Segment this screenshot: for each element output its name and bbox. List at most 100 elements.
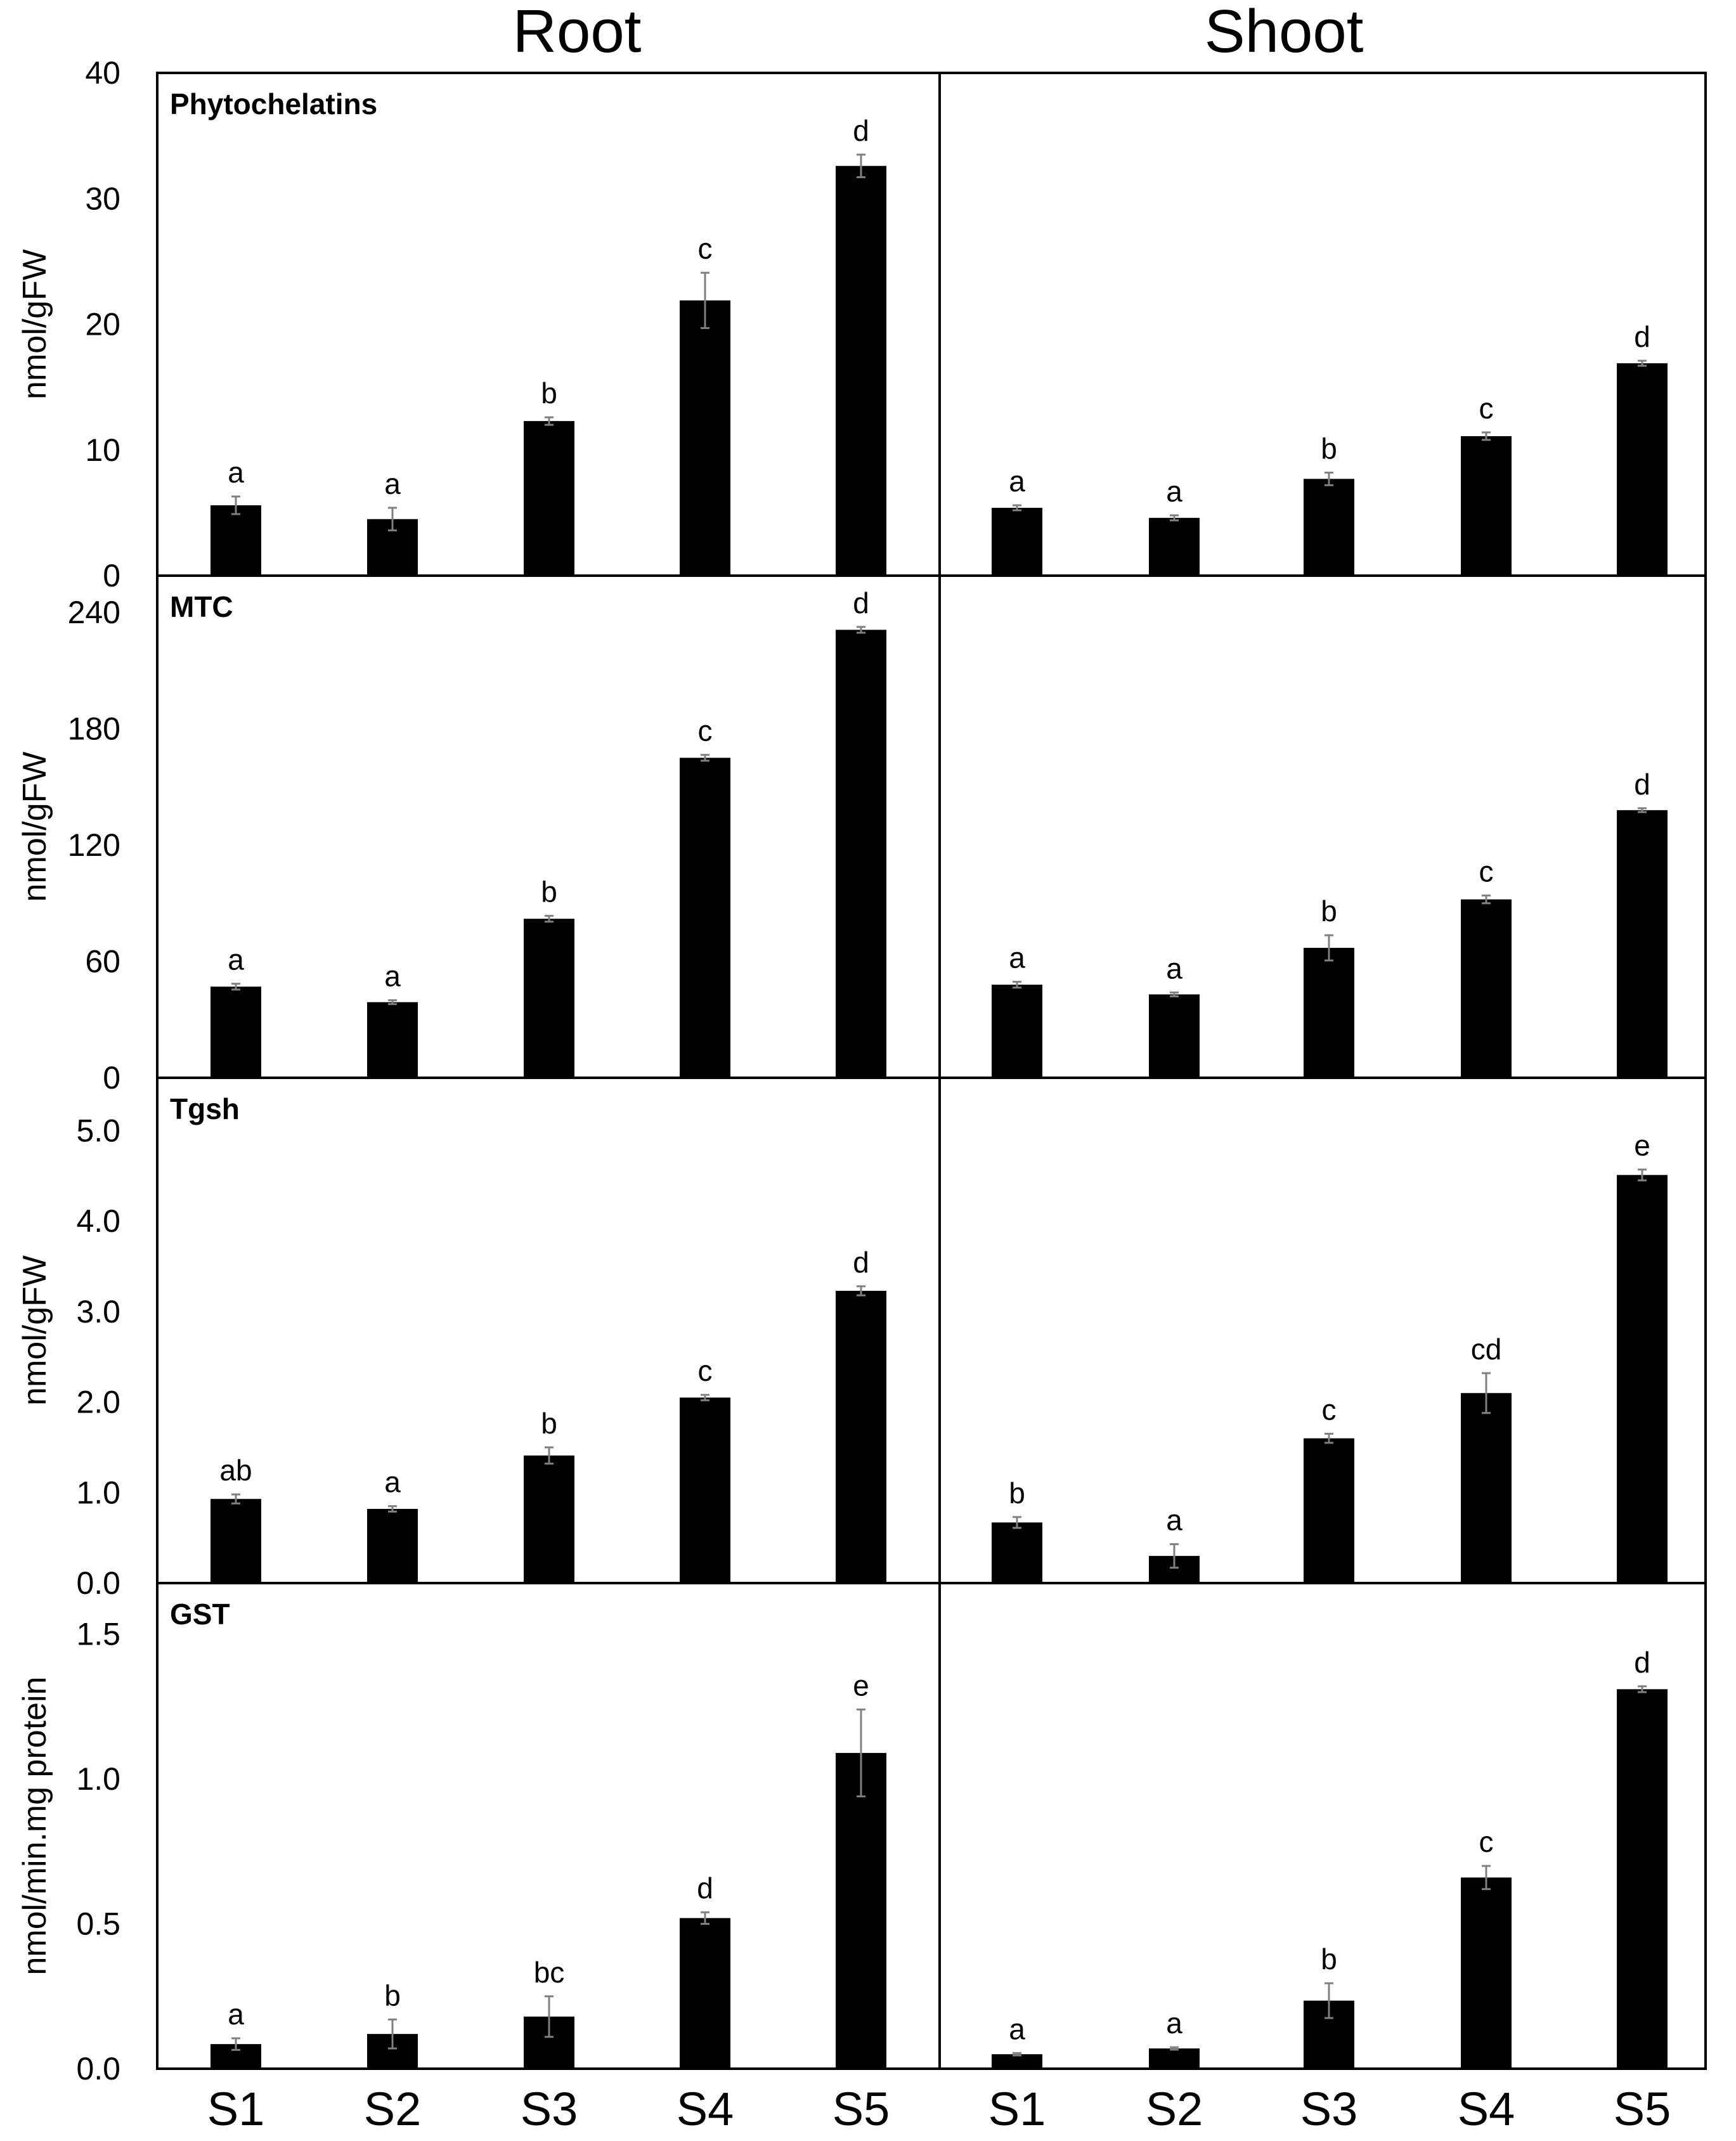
bar-s2 [1149, 517, 1200, 576]
bar-s2 [367, 1508, 418, 1583]
error-bar [1482, 431, 1491, 441]
significance-letter: c [1479, 1825, 1494, 1858]
bar-s1 [992, 985, 1042, 1078]
panel-gst-root: 0.0 0.5 1.0 1.5 nmol/min.mg protein GST a b bc d e [16, 1582, 941, 2086]
bar-s5 [836, 1290, 886, 1583]
y-axis-label: nmol/gFW [16, 1255, 53, 1406]
error-bar [388, 1505, 397, 1513]
significance-letter: a [1166, 2007, 1182, 2040]
significance-letter: a [384, 467, 401, 500]
panel-phytochelatins-root: 0 10 20 30 40 nmol/gFW Phytochelatins a a b c d [16, 55, 941, 593]
y-tick-label: 40 [85, 55, 120, 91]
significance-letter: a [384, 960, 401, 993]
significance-letter: bc [534, 1956, 565, 1989]
y-tick-label: 0 [103, 1060, 120, 1096]
y-tick-label: 1.0 [76, 1761, 120, 1797]
significance-letter: e [853, 1669, 869, 1702]
bar-s4 [680, 1397, 730, 1583]
error-bar [1170, 2046, 1179, 2051]
y-axis-label: nmol/gFW [16, 752, 53, 902]
bar-s5 [1617, 1689, 1668, 2069]
panel-title: Phytochelatins [170, 87, 377, 120]
x-category-label-s4: S4 [677, 2083, 734, 2135]
error-bar [1638, 1168, 1647, 1182]
error-bar [1170, 514, 1179, 522]
bar-s4 [680, 1918, 730, 2069]
significance-letter: d [1634, 1646, 1650, 1679]
significance-letter: a [228, 943, 244, 976]
bar-s3 [1304, 1438, 1354, 1583]
y-tick-label: 0.5 [76, 1906, 120, 1942]
x-category-label-s1: S1 [988, 2083, 1046, 2135]
bar-s3 [524, 919, 574, 1078]
error-bar [1325, 1433, 1333, 1444]
significance-letter: a [1009, 465, 1025, 498]
significance-letter: d [697, 1872, 713, 1905]
panel-row1-shoot: a a b c d [938, 574, 1707, 1079]
bar-s1 [211, 986, 261, 1078]
column-title-shoot: Shoot [1205, 0, 1364, 65]
bar-s3 [524, 421, 574, 576]
error-bar [545, 416, 554, 426]
bar-s4 [1461, 899, 1512, 1078]
error-bar [1482, 1372, 1491, 1414]
error-bar [1013, 2052, 1021, 2057]
error-bar [231, 2037, 240, 2051]
error-bar [388, 2018, 397, 2050]
error-bar [1638, 807, 1647, 813]
y-tick-label: 0 [103, 558, 120, 593]
significance-letter: b [541, 876, 557, 909]
bar-s4 [680, 300, 730, 576]
significance-letter: b [384, 1979, 401, 2012]
bar-s4 [1461, 1877, 1512, 2069]
y-tick-label: 4.0 [76, 1203, 120, 1239]
error-bar [857, 1708, 865, 1797]
x-category-label-s5: S5 [1614, 2083, 1671, 2135]
panel-title: GST [170, 1598, 230, 1631]
y-tick-label: 0.0 [76, 2051, 120, 2086]
error-bar [545, 1446, 554, 1465]
y-tick-label: 10 [85, 432, 120, 468]
significance-letter: a [384, 1466, 401, 1499]
error-bar [1013, 1516, 1021, 1529]
panel-title: Tgsh [170, 1092, 240, 1125]
significance-letter: d [853, 586, 869, 619]
error-bar [231, 983, 240, 991]
bar-s4 [1461, 1393, 1512, 1583]
panel-title: MTC [170, 590, 233, 623]
error-bar [1325, 1982, 1333, 2019]
significance-letter: d [1634, 768, 1650, 801]
significance-letter: c [698, 232, 713, 265]
bar-s1 [992, 1522, 1042, 1583]
significance-letter: b [1321, 432, 1337, 465]
error-bar [701, 754, 709, 762]
bar-s4 [1461, 436, 1512, 576]
panel-frame [938, 1582, 1707, 2070]
significance-letter: a [1166, 1504, 1182, 1537]
bar-s2 [1149, 994, 1200, 1078]
error-bar [388, 507, 397, 532]
error-bar [1325, 934, 1333, 962]
significance-letter: c [1479, 855, 1494, 888]
significance-letter: b [541, 1407, 557, 1440]
y-axis-label: nmol/gFW [16, 249, 53, 399]
error-bar [231, 1493, 240, 1504]
bar-s3 [524, 1455, 574, 1583]
y-tick-label: 5.0 [76, 1113, 120, 1148]
bar-s2 [1149, 2048, 1200, 2069]
bar-s2 [367, 1002, 418, 1078]
significance-letter: c [698, 1354, 713, 1387]
x-category-label-s4: S4 [1458, 2083, 1515, 2135]
significance-letter: a [228, 456, 244, 489]
significance-letter: d [853, 114, 869, 147]
significance-letter: ab [219, 1454, 252, 1487]
significance-letter: a [1166, 475, 1182, 508]
y-tick-label: 0.0 [76, 1565, 120, 1601]
bar-s5 [1617, 1175, 1668, 1583]
x-category-label-s2: S2 [1146, 2083, 1203, 2135]
error-bar [545, 915, 554, 923]
significance-letter: e [1634, 1129, 1650, 1162]
x-category-label-s3: S3 [521, 2083, 578, 2135]
significance-letter: d [853, 1246, 869, 1279]
